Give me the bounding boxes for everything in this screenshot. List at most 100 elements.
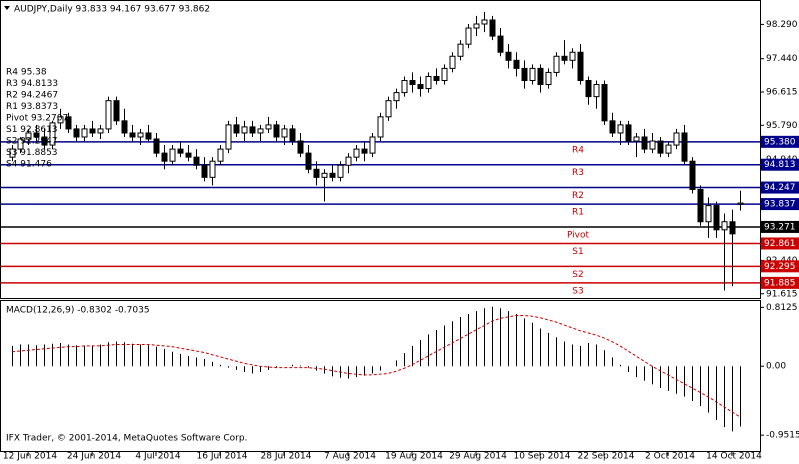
pivot-info: R4 95.38 (6, 68, 47, 78)
candle-body (113, 100, 120, 122)
candle-body (73, 128, 80, 138)
candle-body (609, 120, 616, 134)
candle-body (697, 188, 704, 223)
candle-body (201, 164, 208, 178)
candle-body (161, 152, 168, 162)
level-value-label: 94.247 (764, 183, 796, 193)
chart-title: AUDJPY,Daily 93.833 94.167 93.677 93.862 (14, 5, 210, 15)
level-box (761, 181, 799, 194)
x-tick-label: 14 Oct 2014 (706, 452, 762, 462)
pivot-info: R3 94.8133 (6, 79, 58, 89)
candle-body (169, 148, 176, 162)
candle-body (593, 84, 600, 98)
candle-body (729, 221, 736, 235)
candle-body (33, 132, 40, 138)
pivot-info: S4 91.476 (6, 160, 52, 170)
candle-body (121, 120, 128, 134)
candle-body (409, 79, 416, 86)
x-tick-label: 16 Jul 2014 (197, 452, 248, 462)
candle-body (289, 128, 296, 142)
candle-body (345, 156, 352, 166)
y-tick-label: 0.00 (766, 362, 786, 372)
main-panel (0, 0, 761, 299)
candle-body (177, 148, 184, 154)
level-box (761, 198, 799, 211)
candle-body (257, 128, 264, 134)
candle-body (321, 172, 328, 178)
candle-body (193, 156, 200, 166)
pivot-info: R1 93.8373 (6, 102, 58, 112)
candle-body (473, 23, 480, 29)
level-name: R4 (572, 145, 584, 155)
y-tick-label: 98.290 (766, 20, 798, 30)
x-tick-label: 7 Aug 2014 (324, 452, 376, 462)
x-tick-label: 12 Jun 2014 (3, 452, 57, 462)
candle-body (441, 67, 448, 81)
candle-body (385, 100, 392, 118)
candle-body (689, 160, 696, 190)
pivot-info: R2 94.2467 (6, 91, 58, 101)
candle-body (97, 128, 104, 134)
candle-body (393, 92, 400, 102)
pivot-info: S1 92.8613 (6, 125, 58, 135)
candle-body (489, 19, 496, 37)
candle-body (273, 124, 280, 138)
signal-line (11, 314, 741, 418)
candle-body (9, 148, 16, 158)
level-value-label: 91.885 (764, 278, 796, 288)
candle-body (585, 79, 592, 98)
level-value-label: 92.295 (764, 262, 796, 272)
level-name: R1 (572, 208, 584, 218)
y-tick-label: 91.615 (766, 289, 798, 299)
x-tick-label: 10 Sep 2014 (513, 452, 570, 462)
level-box (761, 220, 799, 233)
level-box (761, 158, 799, 171)
menu-arrow[interactable] (4, 6, 10, 10)
candle-body (329, 172, 336, 178)
candle-body (449, 55, 456, 69)
candle-body (369, 136, 376, 154)
y-tick-label: 96.615 (766, 87, 798, 97)
candle-body (417, 84, 424, 90)
x-tick-label: 29 Aug 2014 (449, 452, 507, 462)
candle-body (353, 148, 360, 158)
level-box (761, 260, 799, 273)
candle-body (337, 164, 344, 178)
candle-body (49, 122, 56, 146)
level-name: S3 (572, 286, 583, 296)
candle-body (81, 128, 88, 138)
macd-title: MACD(12,26,9) -0.8302 -0.7035 (6, 306, 150, 316)
candle-body (569, 51, 576, 61)
candle-body (665, 144, 672, 154)
x-tick-label: 19 Aug 2014 (385, 452, 443, 462)
candle-body (737, 202, 744, 205)
level-box (761, 135, 799, 148)
level-name: R3 (572, 168, 584, 178)
level-value-label: 94.813 (764, 160, 796, 170)
level-value-label: 92.861 (764, 239, 796, 249)
candle-body (529, 67, 536, 81)
candle-body (617, 124, 624, 134)
candle-body (649, 140, 656, 150)
candle-body (57, 116, 64, 124)
candle-body (401, 79, 408, 94)
x-tick-label: 24 Jun 2014 (67, 452, 121, 462)
x-tick-label: 2 Oct 2014 (645, 452, 695, 462)
level-box (761, 237, 799, 250)
candle-body (601, 84, 608, 122)
candle-body (105, 100, 112, 130)
candle-body (657, 140, 664, 154)
candle-body (153, 138, 160, 154)
candle-body (17, 138, 24, 150)
candle-body (41, 136, 48, 146)
candle-body (425, 75, 432, 90)
candle-body (249, 126, 256, 134)
candle-body (641, 136, 648, 150)
candle-body (561, 55, 568, 61)
candle-body (673, 132, 680, 146)
candle-body (233, 124, 240, 134)
x-tick-label: 4 Jul 2014 (135, 452, 180, 462)
candle-body (497, 35, 504, 53)
candle-body (313, 168, 320, 178)
